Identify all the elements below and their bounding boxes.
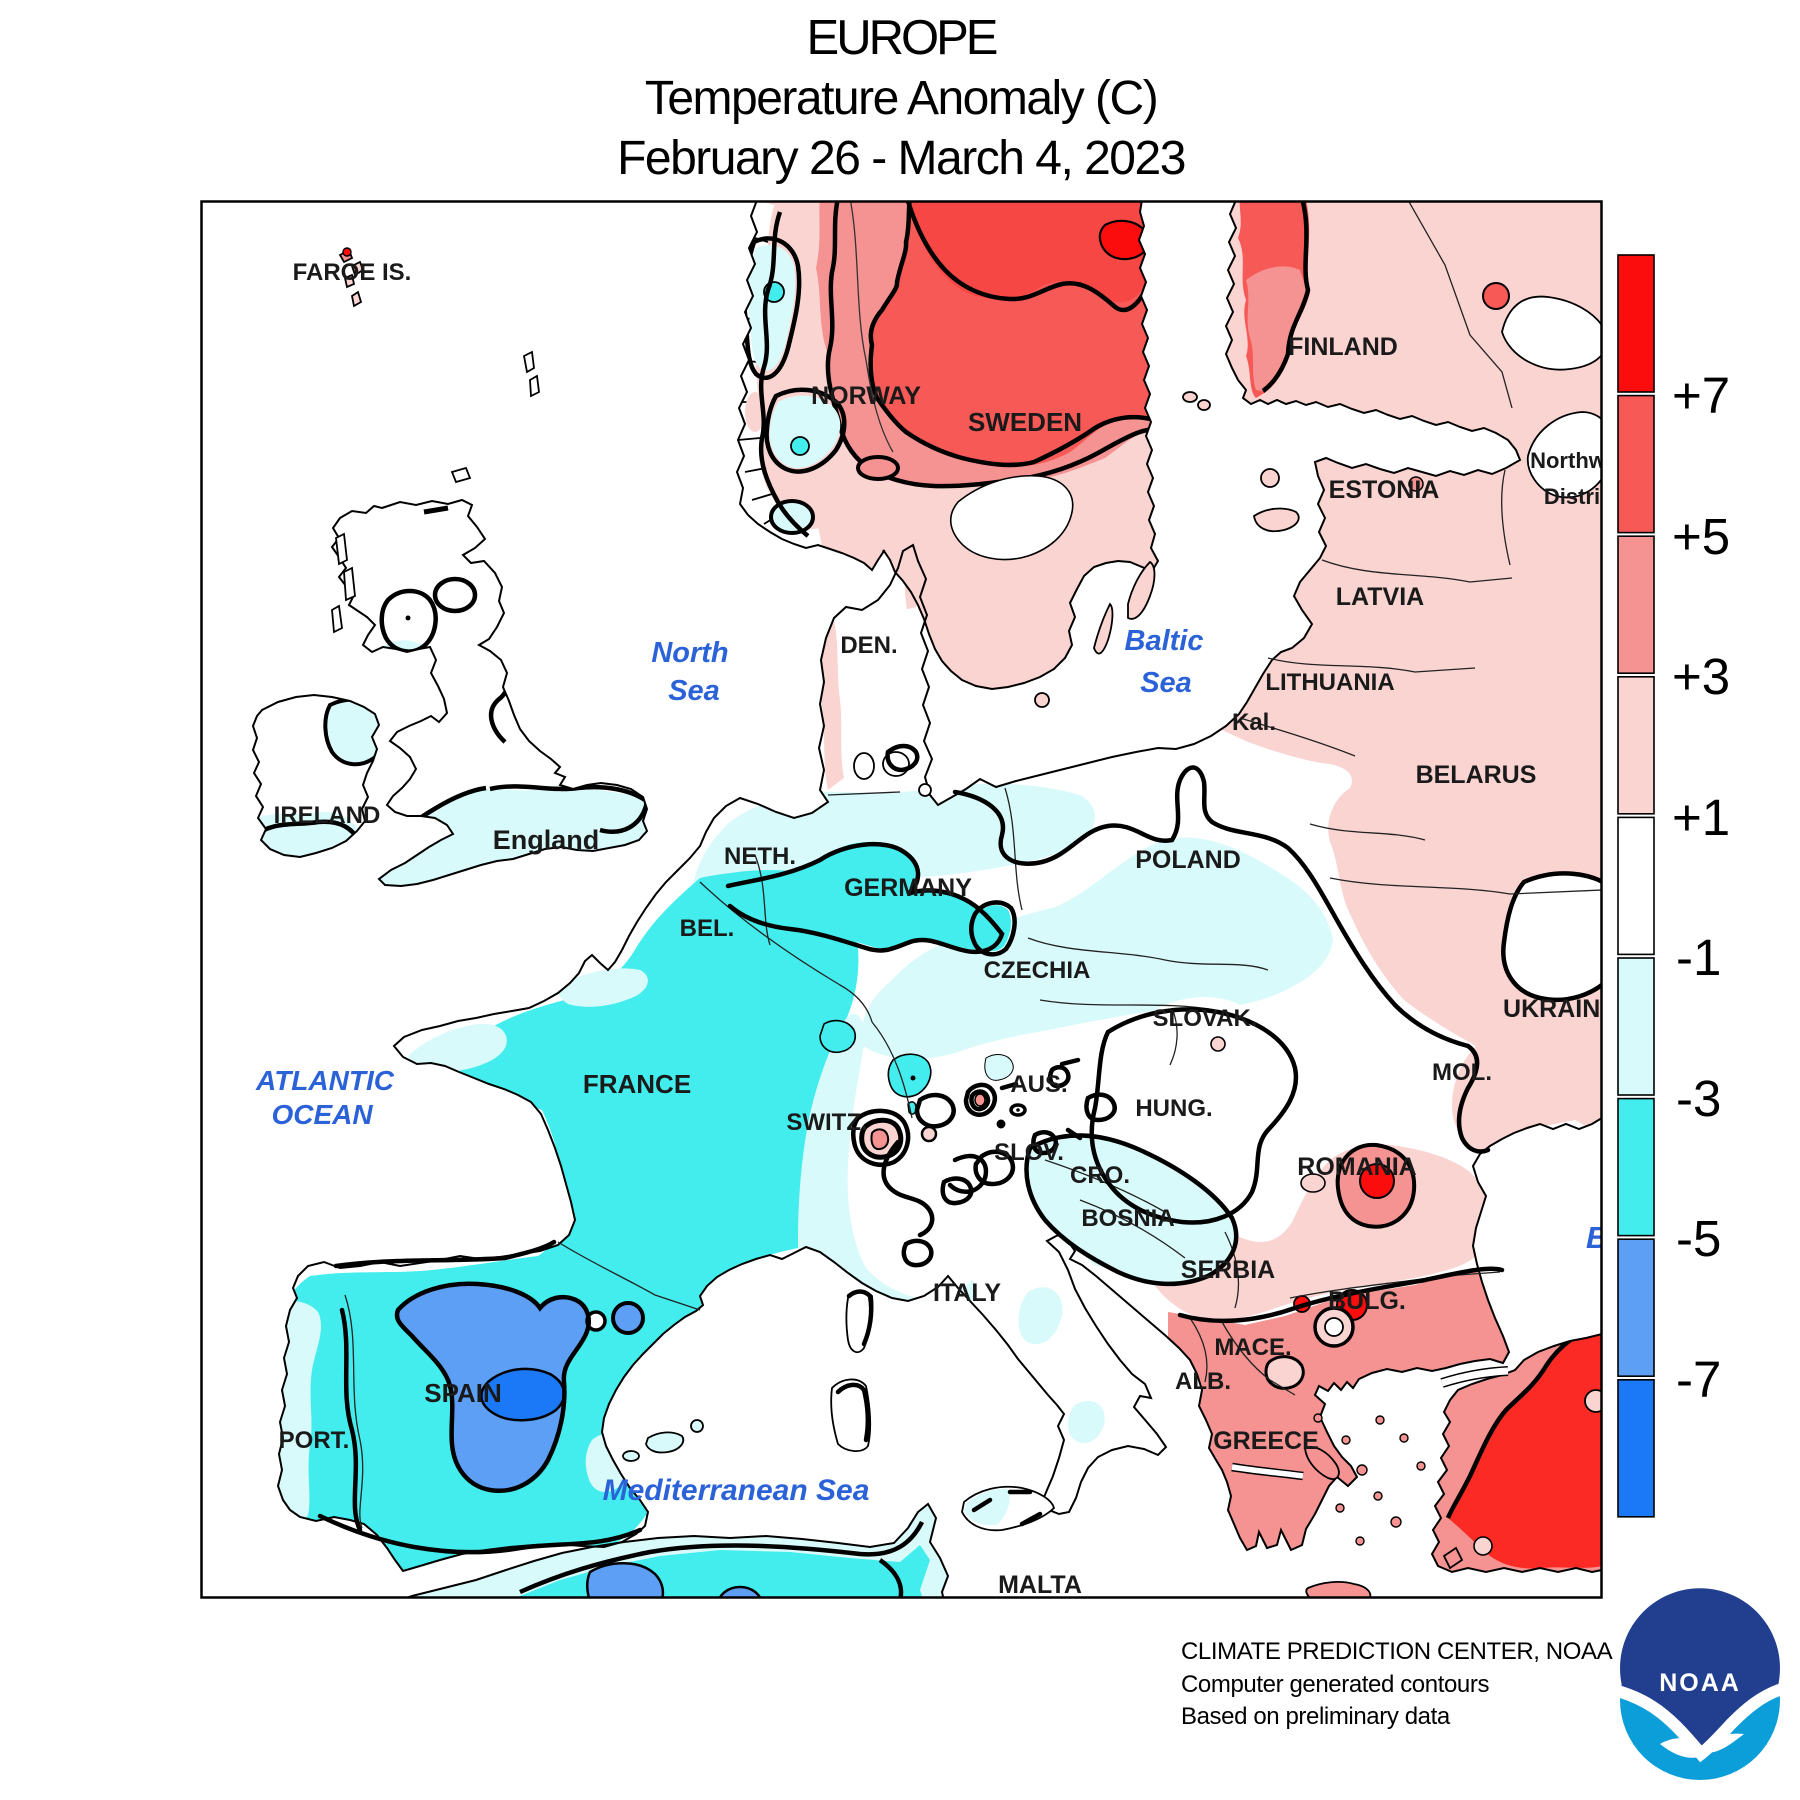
svg-text:BOSNIA: BOSNIA <box>1081 1205 1174 1232</box>
svg-text:EUROPE: EUROPE <box>807 11 997 65</box>
svg-text:BEL.: BEL. <box>680 915 735 942</box>
svg-text:ALB.: ALB. <box>1175 1368 1231 1395</box>
svg-text:B: B <box>1586 1220 1608 1255</box>
svg-text:FRANCE: FRANCE <box>583 1069 691 1099</box>
svg-text:SERBIA: SERBIA <box>1181 1256 1275 1284</box>
svg-text:February 26 - March 4, 2023: February 26 - March 4, 2023 <box>617 132 1185 185</box>
svg-text:BELARUS: BELARUS <box>1416 761 1537 789</box>
svg-text:UKRAINE: UKRAINE <box>1503 995 1617 1023</box>
svg-text:Based on preliminary data: Based on preliminary data <box>1181 1703 1451 1730</box>
svg-text:Northw: Northw <box>1530 448 1607 473</box>
svg-text:Mediterranean Sea: Mediterranean Sea <box>603 1474 870 1507</box>
svg-text:-5: -5 <box>1676 1210 1721 1267</box>
svg-text:-1: -1 <box>1676 929 1721 986</box>
svg-text:FAROE IS.: FAROE IS. <box>293 259 412 286</box>
svg-text:NETH.: NETH. <box>724 843 796 870</box>
svg-text:MACE.: MACE. <box>1214 1334 1291 1361</box>
svg-text:SWITZ.: SWITZ. <box>786 1109 867 1136</box>
svg-text:+7: +7 <box>1672 367 1730 424</box>
svg-text:ATLANTIC: ATLANTIC <box>255 1065 395 1096</box>
svg-text:North: North <box>651 637 728 669</box>
svg-text:LATVIA: LATVIA <box>1336 583 1424 611</box>
svg-text:CZECHIA: CZECHIA <box>984 957 1091 984</box>
svg-text:+3: +3 <box>1672 648 1730 705</box>
svg-text:FINLAND: FINLAND <box>1288 333 1398 361</box>
svg-text:+5: +5 <box>1672 508 1730 565</box>
svg-text:NOAA: NOAA <box>1659 1669 1741 1697</box>
svg-text:NORWAY: NORWAY <box>811 382 921 410</box>
svg-text:LITHUANIA: LITHUANIA <box>1265 669 1394 696</box>
svg-text:SPAIN: SPAIN <box>424 1378 502 1408</box>
svg-text:ITALY: ITALY <box>933 1279 1001 1307</box>
svg-text:Distri: Distri <box>1544 484 1600 509</box>
svg-text:Temperature Anomaly (C): Temperature Anomaly (C) <box>645 72 1157 125</box>
svg-text:Kal.: Kal. <box>1232 709 1276 736</box>
svg-text:MOL.: MOL. <box>1432 1059 1492 1086</box>
svg-text:England: England <box>493 825 600 855</box>
svg-text:Sea: Sea <box>1140 667 1192 699</box>
svg-text:CRO.: CRO. <box>1070 1162 1130 1189</box>
svg-text:GREECE: GREECE <box>1213 1427 1319 1455</box>
svg-text:HUNG.: HUNG. <box>1135 1095 1212 1122</box>
svg-text:-3: -3 <box>1676 1070 1721 1127</box>
svg-text:AUS.: AUS. <box>1010 1071 1067 1098</box>
svg-text:+1: +1 <box>1672 789 1730 846</box>
svg-text:Computer generated contours: Computer generated contours <box>1181 1671 1489 1698</box>
svg-text:SWEDEN: SWEDEN <box>968 407 1082 437</box>
svg-text:ESTONIA: ESTONIA <box>1329 476 1440 504</box>
svg-text:SLOV.: SLOV. <box>994 1139 1064 1166</box>
svg-text:PORT.: PORT. <box>279 1427 350 1454</box>
svg-text:POLAND: POLAND <box>1135 846 1241 874</box>
svg-text:Baltic: Baltic <box>1125 625 1204 657</box>
svg-text:BULG.: BULG. <box>1328 1287 1406 1315</box>
svg-text:Sea: Sea <box>668 675 720 707</box>
svg-text:SLOVAK.: SLOVAK. <box>1153 1005 1258 1032</box>
svg-text:MALTA: MALTA <box>998 1571 1082 1599</box>
svg-text:ROMANIA: ROMANIA <box>1297 1153 1416 1181</box>
svg-text:DEN.: DEN. <box>840 632 897 659</box>
svg-text:CLIMATE PREDICTION CENTER, NOA: CLIMATE PREDICTION CENTER, NOAA <box>1181 1638 1613 1665</box>
svg-text:GERMANY: GERMANY <box>844 874 972 902</box>
svg-text:-7: -7 <box>1676 1351 1721 1408</box>
svg-text:IRELAND: IRELAND <box>274 802 381 829</box>
svg-text:OCEAN: OCEAN <box>271 1099 373 1130</box>
